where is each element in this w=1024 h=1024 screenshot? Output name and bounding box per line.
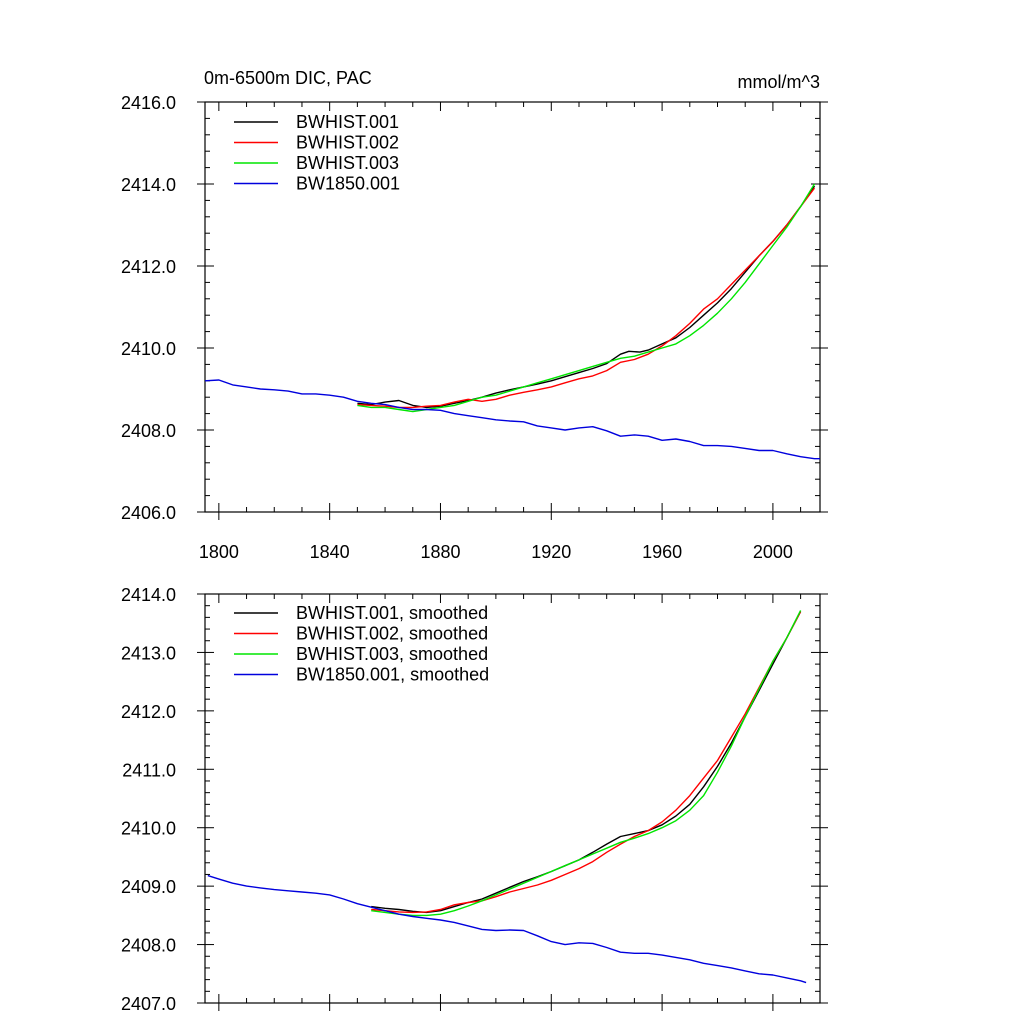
y-tick-label: 2412.0	[121, 257, 176, 277]
legend-label: BWHIST.001, smoothed	[296, 603, 488, 623]
y-tick-label: 2411.0	[122, 760, 176, 780]
y-tick-label: 2407.0	[121, 994, 176, 1014]
y-tick-label: 2408.0	[121, 421, 176, 441]
y-tick-label: 2408.0	[121, 936, 176, 956]
series-line-3	[357, 183, 816, 413]
y-tick-label: 2416.0	[121, 93, 176, 113]
legend-label: BW1850.001	[296, 174, 400, 194]
legend-label: BWHIST.003, smoothed	[296, 644, 488, 664]
y-tick-label: 2414.0	[121, 585, 176, 605]
y-tick-label: 2414.0	[121, 175, 176, 195]
x-tick-label: 1960	[642, 542, 682, 562]
legend-label: BWHIST.002	[296, 133, 399, 153]
series-line-1	[371, 611, 802, 914]
plot-frame	[204, 593, 821, 1004]
series-line-3	[371, 610, 802, 917]
series-line-4	[207, 874, 807, 984]
series-line-2	[357, 187, 816, 409]
y-tick-label: 2410.0	[121, 819, 176, 839]
chart-title: 0m-6500m DIC, PAC	[204, 68, 372, 88]
units-label: mmol/m^3	[738, 72, 820, 92]
y-tick-label: 2410.0	[121, 339, 176, 359]
legend-label: BWHIST.001	[296, 112, 399, 132]
series-line-4	[204, 379, 820, 460]
y-tick-label: 2409.0	[121, 877, 176, 897]
top-panel: 1800 1840 1880 1920 1960 2000 2406.0 2408.0 2410…	[121, 93, 828, 562]
y-tick-label: 2406.0	[121, 503, 176, 523]
bottom-panel: 2407.0 2408.0 2409.0 2410.0 2411.0 2412.0 2413…	[121, 585, 828, 1014]
series-line-1	[357, 185, 816, 409]
legend-label: BWHIST.003	[296, 153, 399, 173]
x-tick-label: 1920	[531, 542, 571, 562]
y-tick-label: 2413.0	[121, 643, 176, 663]
x-tick-label: 2000	[753, 542, 793, 562]
y-tick-label: 2412.0	[121, 702, 176, 722]
legend-label: BW1850.001, smoothed	[296, 665, 489, 685]
x-tick-label: 1880	[420, 542, 460, 562]
x-tick-label: 1800	[199, 542, 239, 562]
legend-label: BWHIST.002, smoothed	[296, 624, 488, 644]
series-line-2	[371, 611, 802, 914]
x-tick-label: 1840	[310, 542, 350, 562]
plot-frame	[204, 101, 821, 513]
